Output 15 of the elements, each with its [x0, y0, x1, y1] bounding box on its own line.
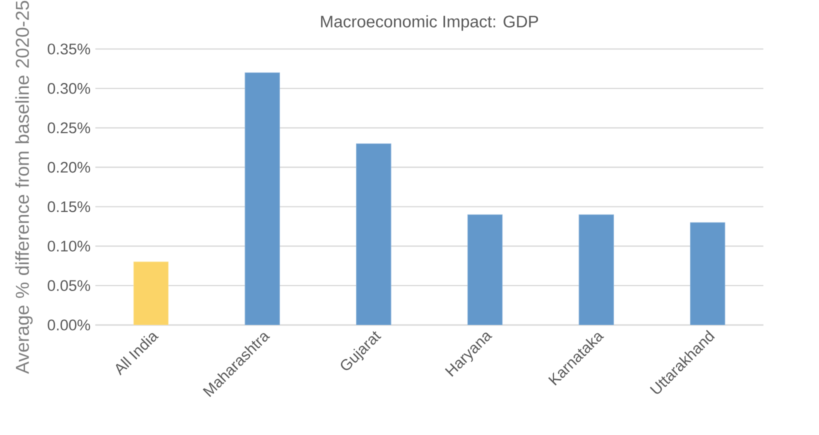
y-tick-label: 0.30%	[48, 83, 90, 94]
y-tick-label: 0.05%	[48, 280, 90, 291]
bar	[690, 222, 726, 325]
y-tick-label: 0.25%	[48, 122, 90, 134]
y-tick-label: 0.20%	[48, 162, 90, 173]
y-axis-title: Average % difference from baseline 2020-25	[15, 0, 33, 374]
bar	[133, 262, 169, 325]
y-tick-label: 0.00%	[48, 320, 90, 330]
chart-title: Macroeconomic Impact: GDP	[321, 15, 538, 31]
y-tick-label: 0.15%	[48, 201, 90, 212]
bar	[578, 214, 614, 325]
bar	[467, 214, 503, 325]
y-tick-label: 0.35%	[48, 44, 90, 54]
bar	[356, 143, 392, 325]
y-tick-label: 0.10%	[48, 240, 90, 252]
